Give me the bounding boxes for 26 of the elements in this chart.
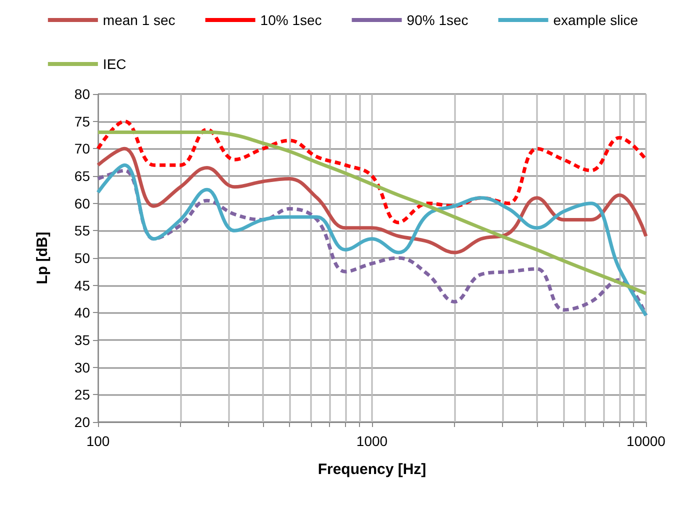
y-tick-label: 80 (74, 86, 90, 102)
x-tick-label: 100 (86, 433, 110, 449)
y-tick-label: 35 (74, 332, 90, 348)
x-tick-label: 10000 (626, 433, 666, 449)
y-tick-label: 45 (74, 277, 90, 294)
x-axis-title: Frequency [Hz] (318, 461, 426, 478)
line-series (96, 146, 648, 254)
y-tick-label: 25 (74, 386, 90, 403)
legend-label: example slice (553, 12, 638, 28)
x-tick-label: 1000 (356, 433, 388, 449)
y-tick-label: 60 (74, 195, 90, 212)
y-tick-label: 65 (74, 168, 90, 184)
legend-label: IEC (102, 56, 126, 72)
legend-label: mean 1 sec (102, 12, 176, 28)
y-tick-label: 30 (74, 359, 90, 376)
y-tick-label: 55 (74, 222, 90, 239)
legend-label: 10% 1sec (260, 12, 322, 28)
legend-label: 90% 1sec (406, 12, 468, 28)
line-series (96, 130, 648, 296)
y-tick-label: 75 (74, 113, 90, 130)
y-tick-label: 40 (74, 304, 90, 321)
y-tick-label: 50 (74, 250, 90, 266)
y-tick-label: 70 (74, 140, 90, 157)
y-tick-label: 20 (74, 414, 90, 430)
y-axis-title: Lp [dB] (34, 232, 51, 284)
line-series (96, 120, 648, 224)
